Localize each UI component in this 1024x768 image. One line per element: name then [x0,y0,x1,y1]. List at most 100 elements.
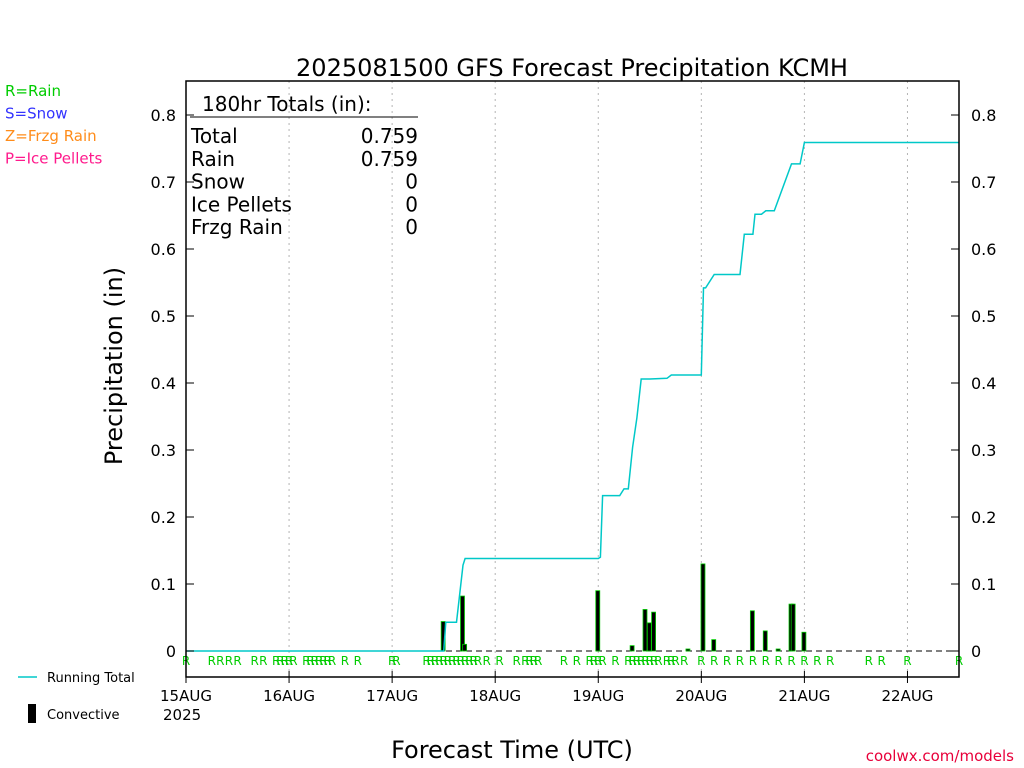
rain-marker: R [225,654,233,668]
legend-item-3: P=Ice Pellets [5,150,102,168]
y-tick-label-right: 0.2 [971,508,996,527]
convective-bar [711,639,717,652]
y-tick-label-left: 0.4 [151,374,176,393]
convective-bar [749,610,755,652]
rain-marker: R [495,654,503,668]
x-tick-label: 15AUG [160,687,212,705]
rain-marker: R [482,654,490,668]
rain-marker: R [435,654,443,668]
y-axis-label: Precipitation (in) [100,267,128,465]
rain-marker: R [388,654,396,668]
y-tick-label-left: 0.7 [151,173,176,192]
rain-marker: R [667,654,675,668]
legend-item-0: R=Rain [5,82,61,100]
y-axis-right: 0 0.1 0.2 0.3 0.4 0.5 0.6 0.7 0.8 [951,106,996,661]
rain-marker: R [813,654,821,668]
x-tick-label: 21AUG [778,687,830,705]
x-tick-label: 18AUG [469,687,521,705]
legend-item-1: S=Snow [5,105,68,123]
y-tick-label-right: 0.7 [971,173,996,192]
rain-marker: R [431,654,439,668]
convective-bar [790,603,796,652]
rain-marker: R [598,654,606,668]
rain-marker: R [281,654,289,668]
rain-marker: R [774,654,782,668]
rain-marker: R [573,654,581,668]
y-tick-label-left: 0.6 [151,240,176,259]
rain-marker: R [878,654,886,668]
rain-marker: R [259,654,267,668]
totals-box: 180hr Totals (in): Total 0.759 Rain 0.759 Sno… [190,92,418,239]
rain-marker: R [272,654,280,668]
y-tick-label-left: 0.2 [151,508,176,527]
x-tick-label: 19AUG [572,687,624,705]
convective-bar [629,645,635,652]
rain-marker: R [865,654,873,668]
convective-bar [642,609,648,652]
bottom-legend: Running Total Convective [18,671,135,723]
x-tick-label: 22AUG [881,687,933,705]
rain-marker: R [354,654,362,668]
y-tick-label-right: 0.6 [971,240,996,259]
grid-lines [186,81,959,677]
rain-marker: R [208,654,216,668]
convective-bars [440,563,807,652]
rain-marker: R [427,654,435,668]
rain-marker: R [315,654,323,668]
x-axis: 15AUG 16AUG 17AUG 18AUG 19AUG 20AUG 21AUG 22AUG [160,671,933,705]
rain-marker: R [611,654,619,668]
rain-marker: R [439,654,447,668]
chart-title: 2025081500 GFS Forecast Precipitation KC… [296,54,848,82]
totals-row-label: Total [190,124,238,148]
rain-marker: R [319,654,327,668]
rain-marker: R [590,654,598,668]
y-tick-label-right: 0.8 [971,106,996,125]
rain-marker: R [233,654,241,668]
totals-row-label: Snow [191,170,245,194]
convective-bar [646,622,652,652]
rain-marker: R [749,654,757,668]
convective-bar [700,563,706,652]
totals-row-value: 0.759 [361,147,418,171]
y-tick-label-right: 0.4 [971,374,996,393]
totals-row-label: Ice Pellets [191,192,292,216]
x-tick-label: 16AUG [263,687,315,705]
rain-marker: R [461,654,469,668]
y-tick-label-left: 0.8 [151,106,176,125]
convective-bar [685,648,691,652]
totals-row-value: 0 [405,215,418,239]
rain-marker: R [530,654,538,668]
totals-row-value: 0 [405,192,418,216]
running-total-line [186,141,959,652]
rain-marker: R [680,654,688,668]
rain-marker: R [328,654,336,668]
rain-marker: R [448,654,456,668]
totals-row-value: 0 [405,170,418,194]
rain-marker: R [324,654,332,668]
rain-marker: R [697,654,705,668]
rain-marker: R [285,654,293,668]
rain-marker: R [586,654,594,668]
y-tick-label-left: 0.5 [151,307,176,326]
totals-header: 180hr Totals (in): [202,92,372,116]
y-axis-left: 0 0.1 0.2 0.3 0.4 0.5 0.6 0.7 0.8 [151,106,194,661]
rain-marker: R [641,654,649,668]
totals-row-label: Frzg Rain [191,215,283,239]
rain-marker: R [444,654,452,668]
convective-bar [801,631,807,652]
rain-marker: R [762,654,770,668]
rain-marker: R [624,654,632,668]
convective-legend-label: Convective [47,708,120,723]
rain-marker: R [633,654,641,668]
rain-marker: R [736,654,744,668]
rain-marker: R [513,654,521,668]
convective-bar [460,595,465,652]
watermark: coolwx.com/models [866,747,1014,765]
rain-marker: R [534,654,542,668]
y-tick-label-left: 0.1 [151,575,176,594]
rain-marker: R [422,654,430,668]
y-tick-label-right: 0 [971,642,981,661]
rain-marker: R [637,654,645,668]
